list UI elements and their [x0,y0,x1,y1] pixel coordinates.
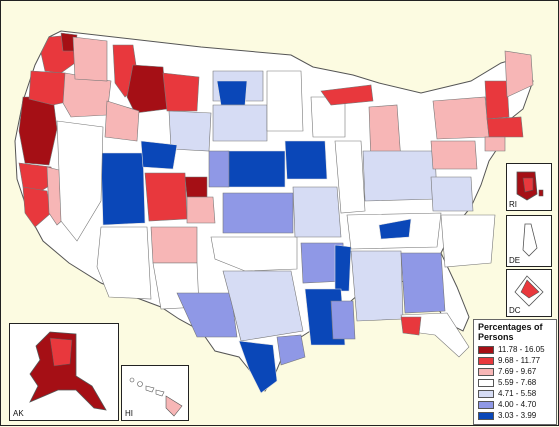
region-ok [210,236,298,272]
region-ar-east-blue [334,244,352,292]
region-ne-east [226,150,286,188]
legend-swatch [478,411,494,420]
region-mi-up [320,84,374,106]
hi-shape [129,377,183,417]
region-ia [284,140,328,180]
region-il [334,140,366,214]
legend-swatch [478,400,494,409]
legend-label: 9.68 - 11.77 [498,356,541,365]
region-tx-gulf [276,334,306,366]
region-mt-central [162,72,200,112]
region-fl-red [400,316,422,336]
de-shape [522,223,538,257]
region-ga [400,252,446,314]
legend-swatch [478,345,494,354]
legend-title: Percentages of Persons [478,322,543,342]
region-co-denver [184,176,208,198]
region-ut-north [140,140,178,170]
region-me [504,50,534,98]
legend-row: 7.69 - 9.67 [478,366,553,377]
inset-dc: DC [506,269,552,317]
region-ut [100,152,146,226]
region-id-south [104,100,140,142]
inset-ri: RI [506,163,552,211]
region-nd-west-blue [216,80,248,106]
legend-label: 3.03 - 3.99 [498,411,537,420]
legend-row: 4.71 - 5.58 [478,388,553,399]
legend-row: 4.00 - 4.70 [478,399,553,410]
legend-label: 4.00 - 4.70 [498,400,537,409]
region-pa [430,140,478,170]
region-or-west [28,70,72,106]
region-tx-south [238,340,278,394]
legend-row: 11.78 - 16.05 [478,344,553,355]
region-mt-west [126,64,168,114]
region-va [430,176,474,212]
region-ky-blue [378,218,412,240]
legend-label: 7.69 - 9.67 [498,367,537,376]
region-tx-central [222,270,304,342]
inset-hi: HI [121,365,189,421]
region-wa-inland [72,36,108,82]
region-nv [56,120,104,242]
legend-row: 9.68 - 11.77 [478,355,553,366]
region-ca-central [22,186,52,228]
region-sc-nc [440,214,496,268]
region-mo [292,186,342,238]
inset-label-ak: AK [13,409,24,418]
region-ne-west [208,150,230,188]
region-mn [266,70,304,132]
inset-de: DE [506,215,552,267]
legend-label: 5.59 - 7.68 [498,378,537,387]
region-vt-nh [484,80,510,120]
region-tx-west [176,292,238,338]
inset-label-dc: DC [509,306,521,315]
region-la-east [330,300,356,340]
legend-row: 5.59 - 7.68 [478,377,553,388]
region-ks [222,192,294,234]
inset-label-ri: RI [509,200,517,209]
ak-shape [29,331,107,411]
legend-row: 3.03 - 3.99 [478,410,553,421]
region-in-oh [362,150,438,202]
region-nm-north [150,226,198,264]
inset-ak: AK [9,323,119,421]
inset-label-hi: HI [125,409,133,418]
region-ms-al [350,250,404,322]
region-az [96,226,152,300]
legend-label: 11.78 - 16.05 [498,345,545,354]
region-sd [212,104,268,142]
legend: Percentages of Persons 11.78 - 16.05 9.6… [473,319,557,425]
legend-label: 4.71 - 5.58 [498,389,537,398]
region-ma [486,116,524,138]
ri-shape [516,171,544,201]
region-ct [484,136,506,152]
dc-shape [514,275,544,307]
region-co-east [186,196,216,224]
inset-label-de: DE [509,256,521,265]
region-ny [432,96,490,140]
legend-swatch [478,378,494,387]
region-co-west [144,172,188,222]
legend-swatch [478,389,494,398]
region-or-coast [18,96,58,166]
legend-swatch [478,367,494,376]
legend-swatch [478,356,494,365]
